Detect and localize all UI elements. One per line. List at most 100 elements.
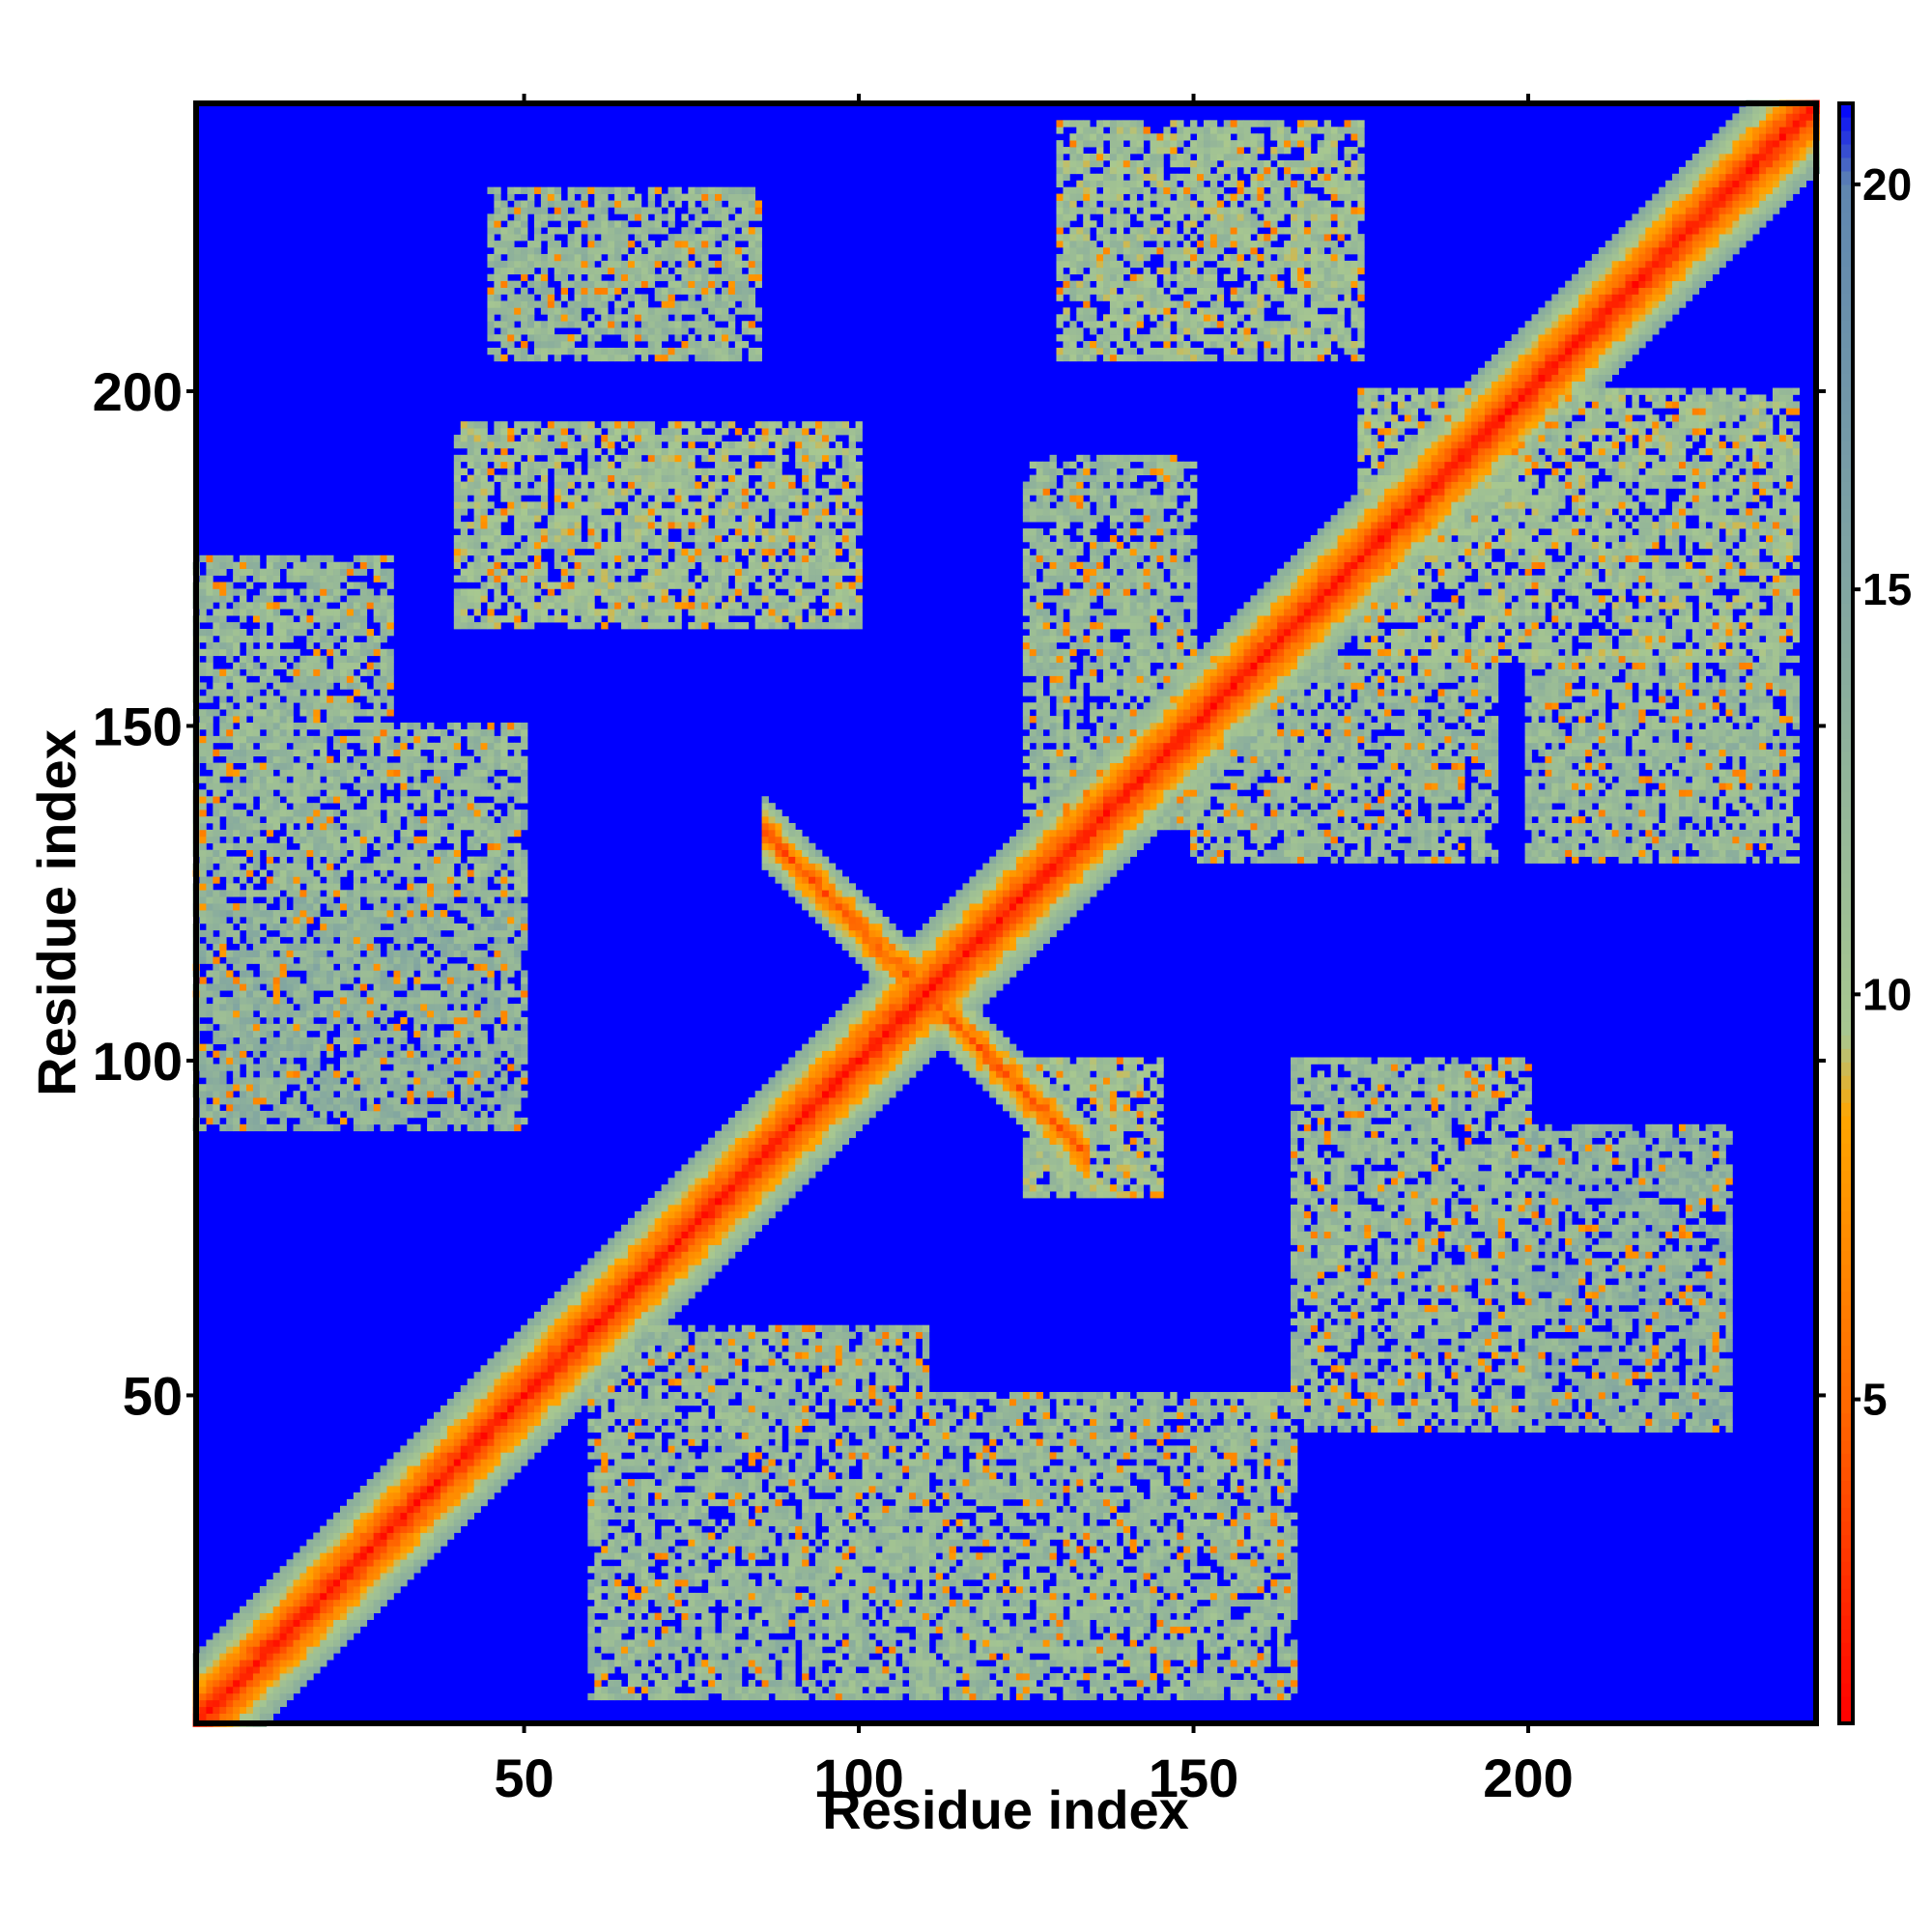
heatmap-cell — [494, 1358, 501, 1366]
heatmap-cell — [434, 822, 441, 831]
heatmap-cell — [427, 1023, 435, 1032]
heatmap-cell — [581, 280, 588, 288]
heatmap-cell — [574, 1365, 582, 1373]
heatmap-cell — [340, 1070, 348, 1078]
heatmap-cell — [213, 1639, 220, 1647]
heatmap-cell — [393, 950, 401, 957]
heatmap-cell — [333, 923, 341, 931]
heatmap-cell — [272, 1010, 281, 1018]
heatmap-cell — [540, 234, 549, 242]
heatmap-cell — [500, 554, 508, 563]
heatmap-cell — [373, 910, 381, 918]
heatmap-cell — [266, 950, 274, 957]
heatmap-cell — [373, 1585, 381, 1594]
heatmap-cell — [386, 910, 394, 918]
heatmap-cell — [393, 769, 401, 777]
heatmap-cell — [199, 615, 207, 623]
heatmap-cell — [554, 1398, 562, 1406]
heatmap-cell — [500, 883, 508, 891]
heatmap-cell — [259, 1673, 268, 1681]
heatmap-cell — [434, 749, 441, 757]
heatmap-cell — [473, 883, 481, 891]
heatmap-cell — [500, 307, 508, 315]
heatmap-cell — [226, 1043, 234, 1051]
heatmap-cell — [346, 1104, 355, 1112]
heatmap-cell — [547, 1391, 555, 1400]
heatmap-cell — [533, 354, 542, 362]
heatmap-cell — [286, 1673, 294, 1681]
heatmap-cell — [453, 588, 462, 596]
heatmap-cell — [359, 1077, 368, 1085]
heatmap-cell — [427, 1459, 435, 1466]
heatmap-cell — [219, 609, 227, 616]
heatmap-cell — [393, 1110, 401, 1119]
heatmap-cell — [514, 1459, 522, 1466]
heatmap-cell — [500, 970, 508, 978]
heatmap-cell — [487, 890, 495, 897]
heatmap-cell — [226, 554, 234, 563]
heatmap-cell — [327, 609, 334, 616]
heatmap-cell — [473, 575, 481, 582]
heatmap-cell — [581, 193, 588, 201]
heatmap-cell — [560, 541, 568, 550]
heatmap-cell — [219, 977, 227, 984]
heatmap-cell — [213, 903, 220, 911]
heatmap-cell — [272, 910, 281, 918]
heatmap-cell — [473, 977, 481, 984]
heatmap-cell — [266, 662, 274, 669]
heatmap-cell — [460, 1010, 469, 1018]
heatmap-cell — [460, 609, 469, 616]
heatmap-cell — [547, 1338, 555, 1346]
heatmap-cell — [547, 300, 555, 308]
heatmap-cell — [333, 568, 341, 576]
heatmap-cell — [527, 1385, 535, 1393]
heatmap-cell — [366, 602, 375, 610]
heatmap-cell — [540, 468, 549, 475]
heatmap-cell — [413, 990, 421, 998]
heatmap-cell — [453, 728, 462, 737]
heatmap-cell — [366, 1532, 375, 1540]
heatmap-cell — [373, 963, 381, 971]
heatmap-cell — [320, 702, 327, 710]
heatmap-cell — [272, 1097, 281, 1105]
heatmap-cell — [487, 856, 495, 864]
heatmap-cell — [533, 1324, 542, 1332]
heatmap-cell — [252, 1064, 261, 1071]
heatmap-cell — [567, 548, 575, 556]
heatmap-cell — [494, 755, 501, 763]
heatmap-cell — [574, 287, 582, 295]
heatmap-cell — [293, 595, 300, 603]
heatmap-cell — [259, 1619, 268, 1627]
heatmap-cell — [245, 1653, 254, 1661]
heatmap-cell — [199, 956, 207, 964]
heatmap-cell — [413, 816, 421, 824]
heatmap-cell — [400, 769, 408, 777]
heatmap-cell — [353, 1104, 361, 1112]
heatmap-cell — [299, 1573, 307, 1580]
heatmap-cell — [380, 890, 387, 897]
heatmap-cell — [434, 1445, 441, 1453]
heatmap-cell — [353, 554, 361, 563]
heatmap-cell — [240, 749, 247, 757]
heatmap-cell — [226, 1679, 234, 1688]
heatmap-cell — [373, 810, 381, 817]
heatmap-cell — [226, 769, 234, 777]
heatmap-cell — [453, 615, 462, 623]
heatmap-cell — [494, 347, 501, 355]
heatmap-cell — [587, 609, 595, 616]
heatmap-cell — [279, 983, 287, 991]
heatmap-cell — [233, 963, 241, 971]
heatmap-cell — [567, 602, 575, 610]
heatmap-cell — [480, 595, 488, 603]
heatmap-cell — [266, 1599, 274, 1607]
heatmap-cell — [460, 822, 469, 831]
heatmap-cell — [279, 1673, 287, 1681]
heatmap-cell — [353, 1070, 361, 1078]
heatmap-cell — [567, 260, 575, 269]
heatmap-cell — [480, 481, 488, 489]
heatmap-cell — [500, 1345, 508, 1352]
heatmap-cell — [333, 723, 341, 730]
heatmap-cell — [233, 1612, 241, 1620]
heatmap-cell — [567, 474, 575, 482]
heatmap-cell — [293, 876, 300, 884]
